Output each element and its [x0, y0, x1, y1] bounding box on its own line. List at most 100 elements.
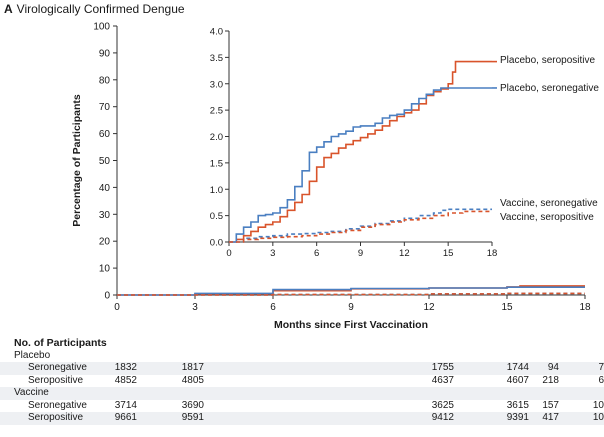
inset-y-tick-label: 2.0	[210, 132, 223, 143]
risk-table-label: Seropositive	[28, 374, 84, 386]
risk-table-group-row: Placebo	[0, 350, 604, 363]
panel-letter: A	[4, 2, 13, 16]
inset-legend: Placebo, seropositive Placebo, seronegati…	[492, 55, 599, 223]
inset-x-tick-label: 18	[487, 248, 498, 259]
inset-background	[195, 23, 604, 264]
risk-table-cell: 1817	[137, 362, 204, 375]
risk-table-cell: 4805	[181, 374, 204, 386]
inset-line-vaccine-seronegative	[229, 208, 492, 243]
main-x-tick-label: 15	[501, 302, 513, 313]
risk-table-cell: 417	[529, 412, 559, 425]
risk-table-cell	[454, 350, 529, 363]
risk-table-label: Placebo	[14, 349, 51, 361]
inset-y-tick-label: 3.5	[210, 53, 223, 64]
risk-table-cell: 218	[542, 374, 559, 386]
inset-y-tick-label: 3.0	[210, 79, 223, 90]
risk-table-cell: 3714	[114, 399, 137, 411]
main-x-tick-label: 3	[192, 302, 198, 313]
inset-x-tick-label: 15	[443, 248, 454, 259]
risk-table-group-row: Vaccine	[0, 387, 604, 400]
risk-table-cell: 7	[559, 362, 604, 375]
risk-table-label: Seronegative	[28, 399, 87, 411]
main-x-tick-label: 9	[348, 302, 354, 313]
inset-y-tick-label: 0.5	[210, 211, 223, 222]
risk-table-cell: 10	[592, 399, 604, 411]
risk-table-cell: 4637	[431, 374, 454, 386]
risk-table-cell	[137, 387, 204, 400]
inset-x-tick-label: 12	[399, 248, 410, 259]
inset-legend-placebo-seropositive: Placebo, seropositive	[500, 55, 595, 66]
main-x-tick-label: 18	[579, 302, 591, 313]
inset-backdrop	[195, 23, 604, 264]
risk-table-cell: 9412	[204, 412, 454, 425]
main-line-placebo-seronegative	[117, 286, 585, 296]
main-line-vaccine-seropositive	[117, 292, 585, 296]
main-x-tick-label: 12	[423, 302, 435, 313]
main-x-tick-label: 6	[270, 302, 276, 313]
main-y-tick-label: 10	[99, 264, 111, 275]
main-y-tick-label: 70	[99, 102, 111, 113]
inset-legend-placebo-seronegative: Placebo, seronegative	[500, 83, 599, 94]
inset-x-tick-label: 0	[226, 248, 231, 259]
inset-y-tick-label: 0.0	[210, 238, 223, 249]
risk-table-cell	[204, 387, 454, 400]
risk-table-row: Seropositive 4852 4805 4637 4607 218 6	[0, 375, 604, 388]
inset-x-tick-label: 3	[270, 248, 275, 259]
inset-y-tick-label: 2.5	[210, 106, 223, 117]
risk-table-cell: 94	[529, 362, 559, 375]
risk-table-cell: 157	[542, 399, 559, 411]
risk-table-cell: 3615	[506, 399, 529, 411]
main-y-tick-label: 30	[99, 210, 111, 221]
risk-table-cell: 3625	[431, 399, 454, 411]
panel-title: Virologically Confirmed Dengue	[16, 2, 185, 16]
inset-series	[229, 60, 492, 243]
main-y-tick-label: 20	[99, 237, 111, 248]
main-y-tick-label: 90	[99, 48, 111, 59]
risk-table-label: Vaccine	[0, 387, 95, 400]
main-y-tick-label: 0	[104, 291, 110, 302]
inset-line-placebo-seronegative	[229, 87, 492, 243]
inset-y-tick-label: 1.0	[210, 185, 223, 196]
risk-table-cell	[559, 350, 604, 363]
inset-legend-vaccine-seronegative: Vaccine, seronegative	[500, 198, 598, 209]
risk-table-cell	[204, 350, 454, 363]
inset-y-tick-label: 1.5	[210, 158, 223, 169]
risk-table: No. of Participants Placebo Seronegative 18…	[0, 337, 604, 425]
risk-table-cell: 1832	[95, 362, 137, 375]
inset-y-tick-label: 4.0	[210, 27, 223, 38]
risk-table-cell	[454, 387, 529, 400]
risk-table-cell: 10	[559, 412, 604, 425]
risk-table-cell: 4852	[114, 374, 137, 386]
main-y-axis-label: Percentage of Participants	[71, 94, 83, 227]
inset-axes: 0.0 0.5 1.0 1.5 2.0 2.5 3.0 3.5 4.0 0 3 6 9 12 15 18	[210, 27, 498, 260]
risk-table-cell: 1744	[454, 362, 529, 375]
inset-x-tick-label: 9	[358, 248, 363, 259]
risk-table-title-row: No. of Participants	[0, 337, 604, 350]
risk-table-row: Seropositive 9661 9591 9412 9391 417 10	[0, 412, 604, 425]
main-series	[117, 285, 585, 296]
risk-table-cell	[137, 350, 204, 363]
risk-table-row: Seronegative 1832 1817 1755 1744 94 7	[0, 362, 604, 375]
risk-table-title: No. of Participants	[14, 337, 107, 349]
main-y-tick-label: 40	[99, 183, 111, 194]
risk-table-cell: 9661	[95, 412, 137, 425]
risk-table-cell: 9591	[137, 412, 204, 425]
risk-table-cell	[95, 387, 137, 400]
risk-table-cell: 6	[598, 374, 604, 386]
figure-title: A Virologically Confirmed Dengue	[4, 2, 185, 16]
risk-table-label: Seropositive	[0, 412, 95, 425]
risk-table-cell: 3690	[181, 399, 204, 411]
risk-table-cell: 1755	[204, 362, 454, 375]
main-y-tick-label: 80	[99, 75, 111, 86]
inset-x-tick-label: 6	[314, 248, 319, 259]
risk-table-cell: 9391	[454, 412, 529, 425]
risk-table-cell	[529, 350, 559, 363]
inset-line-vaccine-seropositive	[229, 210, 492, 243]
risk-table-cell	[95, 350, 137, 363]
main-x-axis-label: Months since First Vaccination	[274, 319, 428, 331]
main-y-tick-label: 60	[99, 129, 111, 140]
main-y-tick-label: 100	[93, 22, 110, 33]
risk-table-row: Seronegative 3714 3690 3625 3615 157 10	[0, 400, 604, 413]
